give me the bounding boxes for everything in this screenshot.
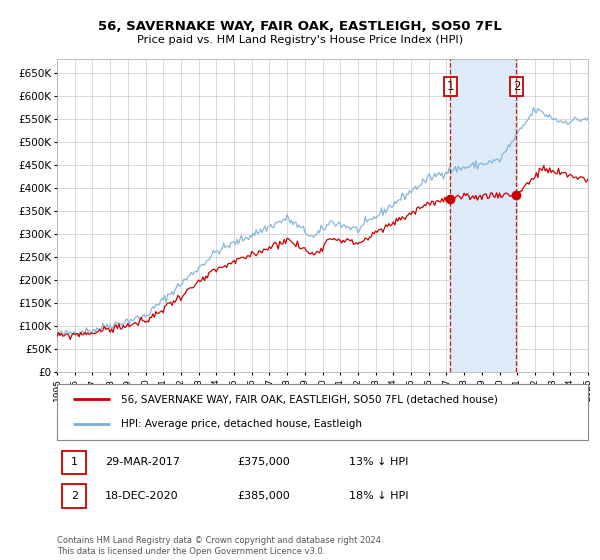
Text: 18% ↓ HPI: 18% ↓ HPI xyxy=(349,491,409,501)
Bar xyxy=(451,59,517,372)
Text: 56, SAVERNAKE WAY, FAIR OAK, EASTLEIGH, SO50 7FL: 56, SAVERNAKE WAY, FAIR OAK, EASTLEIGH, … xyxy=(98,20,502,32)
Text: Contains HM Land Registry data © Crown copyright and database right 2024.
This d: Contains HM Land Registry data © Crown c… xyxy=(57,536,383,556)
Text: 13% ↓ HPI: 13% ↓ HPI xyxy=(349,458,409,468)
Bar xyxy=(62,451,86,474)
Text: 29-MAR-2017: 29-MAR-2017 xyxy=(105,458,180,468)
Text: £375,000: £375,000 xyxy=(238,458,290,468)
Text: Price paid vs. HM Land Registry's House Price Index (HPI): Price paid vs. HM Land Registry's House … xyxy=(137,35,463,45)
Text: 1: 1 xyxy=(447,80,454,93)
Bar xyxy=(62,484,86,508)
Text: 18-DEC-2020: 18-DEC-2020 xyxy=(105,491,178,501)
Text: 2: 2 xyxy=(513,80,520,93)
Text: HPI: Average price, detached house, Eastleigh: HPI: Average price, detached house, East… xyxy=(121,419,362,429)
Text: 2: 2 xyxy=(71,491,78,501)
Text: £385,000: £385,000 xyxy=(238,491,290,501)
Text: 56, SAVERNAKE WAY, FAIR OAK, EASTLEIGH, SO50 7FL (detached house): 56, SAVERNAKE WAY, FAIR OAK, EASTLEIGH, … xyxy=(121,394,497,404)
Text: 1: 1 xyxy=(71,458,78,468)
